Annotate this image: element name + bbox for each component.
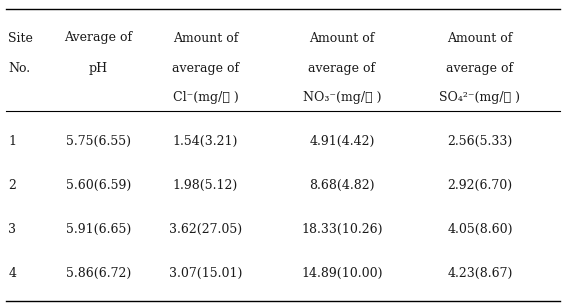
Text: 3.62(27.05): 3.62(27.05) <box>169 223 242 236</box>
Text: 5.60(6.59): 5.60(6.59) <box>66 179 131 192</box>
Text: 5.86(6.72): 5.86(6.72) <box>66 267 131 280</box>
Text: 2.56(5.33): 2.56(5.33) <box>448 135 512 148</box>
Text: 4.05(8.60): 4.05(8.60) <box>447 223 513 236</box>
Text: 4: 4 <box>8 267 16 280</box>
Text: 8.68(4.82): 8.68(4.82) <box>309 179 375 192</box>
Text: average of: average of <box>309 62 376 75</box>
Text: 4.23(8.67): 4.23(8.67) <box>447 267 513 280</box>
Text: SO₄²⁻(mg/ℓ ): SO₄²⁻(mg/ℓ ) <box>440 91 520 104</box>
Text: 5.75(6.55): 5.75(6.55) <box>66 135 131 148</box>
Text: 1.98(5.12): 1.98(5.12) <box>173 179 238 192</box>
Text: NO₃⁻(mg/ℓ ): NO₃⁻(mg/ℓ ) <box>303 91 381 104</box>
Text: 1.54(3.21): 1.54(3.21) <box>173 135 238 148</box>
Text: 4.91(4.42): 4.91(4.42) <box>309 135 375 148</box>
Text: pH: pH <box>89 62 108 75</box>
Text: Average of: Average of <box>64 32 133 44</box>
Text: Amount of: Amount of <box>447 32 513 44</box>
Text: average of: average of <box>172 62 239 75</box>
Text: 3: 3 <box>8 223 16 236</box>
Text: 1: 1 <box>8 135 16 148</box>
Text: Amount of: Amount of <box>309 32 375 44</box>
Text: No.: No. <box>8 62 30 75</box>
Text: 18.33(10.26): 18.33(10.26) <box>301 223 383 236</box>
Text: Amount of: Amount of <box>173 32 238 44</box>
Text: Site: Site <box>8 32 33 44</box>
Text: Cl⁻(mg/ℓ ): Cl⁻(mg/ℓ ) <box>173 91 238 104</box>
Text: 5.91(6.65): 5.91(6.65) <box>66 223 131 236</box>
Text: 2: 2 <box>8 179 16 192</box>
Text: 14.89(10.00): 14.89(10.00) <box>301 267 383 280</box>
Text: average of: average of <box>446 62 513 75</box>
Text: 3.07(15.01): 3.07(15.01) <box>169 267 242 280</box>
Text: 2.92(6.70): 2.92(6.70) <box>448 179 512 192</box>
